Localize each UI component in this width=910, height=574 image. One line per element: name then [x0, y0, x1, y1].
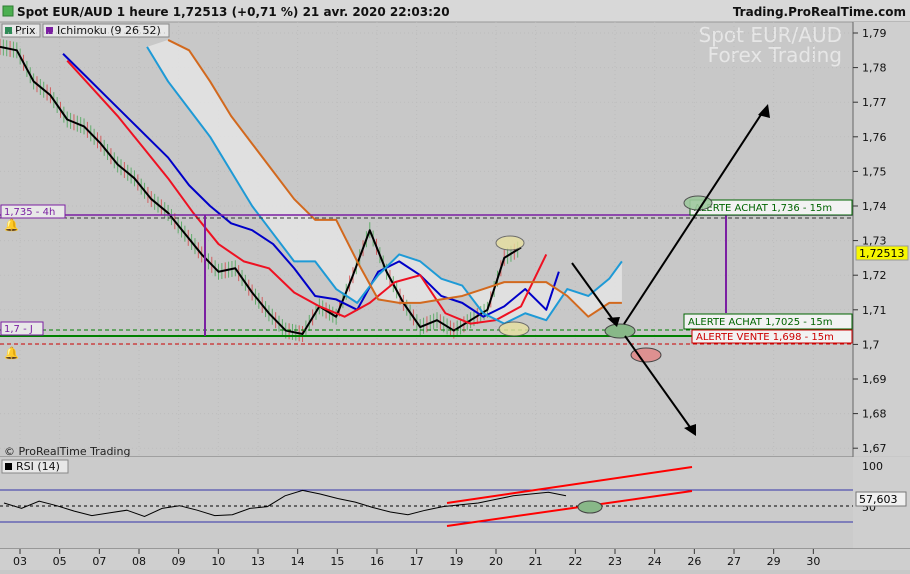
time-tick-label: 21 [529, 555, 543, 568]
watermark-market: Forex Trading [708, 43, 842, 67]
legend-ichimoku-chip[interactable] [42, 23, 170, 38]
time-tick-label: 10 [211, 555, 225, 568]
rsi-legend-chip[interactable] [1, 459, 69, 474]
price-tick-label: 1,78 [862, 62, 887, 75]
price-tick-label: 1,79 [862, 27, 887, 40]
time-tick-label: 23 [608, 555, 622, 568]
alert-buy-1736-label: ALERTE ACHAT 1,736 - 15m [694, 203, 832, 214]
indicator-lines [0, 39, 623, 336]
level-label-1735: 1,735 - 4h [4, 207, 55, 218]
series-prix [0, 45, 522, 336]
watermark-symbol: Spot EUR/AUD [699, 23, 842, 47]
rsi-panel [0, 457, 853, 549]
rsi-value: 57,603 [859, 493, 898, 506]
time-tick-label: 09 [172, 555, 186, 568]
rsi-legend-label: RSI (14) [16, 460, 60, 473]
time-tick-label: 15 [330, 555, 344, 568]
time-axis-labels: 03 05 07 08 09 10 13 14 15 16 17 19 20 21 22 23 24 26 27 29… [13, 549, 820, 568]
drawing-annotations [495, 104, 770, 436]
rsi-trend-upper[interactable] [446, 466, 693, 504]
buy-zone-ellipse[interactable] [683, 195, 713, 211]
arrow-up-target[interactable] [623, 109, 765, 325]
rsi-axis-100: 100 [862, 460, 883, 473]
legend-price-icon [5, 27, 12, 34]
bell-icon[interactable]: 🔔 [4, 218, 19, 232]
price-tick-label: 1,74 [862, 200, 887, 213]
current-price-value: 1,72513 [859, 247, 905, 260]
price-type-icon [2, 5, 14, 17]
bell-icon[interactable]: 🔔 [4, 346, 19, 360]
series-senkou-b [167, 39, 622, 318]
time-tick-label: 30 [806, 555, 820, 568]
series-chikou [146, 46, 623, 325]
price-tick-label: 1,73 [862, 235, 887, 248]
rsi-series [3, 489, 567, 518]
time-tick-label: 05 [53, 555, 67, 568]
time-tick-label: 19 [449, 555, 463, 568]
rsi-zone-ellipse[interactable] [577, 500, 603, 514]
copyright-label: © ProRealTime Trading [4, 445, 130, 458]
title-bar [0, 0, 910, 22]
time-tick-label: 14 [291, 555, 305, 568]
legend-ichimoku-icon [46, 27, 53, 34]
series-kijun [66, 60, 548, 325]
arrow-down-target[interactable] [624, 335, 693, 431]
rsi-value-tag [855, 491, 907, 507]
level-labels: 1,735 - 4h 1,7 - J 🔔 🔔 [0, 204, 66, 360]
arrowhead-icon [684, 424, 696, 436]
price-tick-label: 1,67 [862, 442, 887, 455]
rsi-trend-lower[interactable] [446, 490, 693, 527]
arrow-down-to-support[interactable] [571, 262, 617, 325]
time-tick-label: 27 [727, 555, 741, 568]
current-price-tag [855, 245, 909, 261]
time-axis[interactable] [0, 549, 910, 570]
buy-zone-ellipse-low[interactable] [604, 323, 636, 339]
legend-ichimoku-label: Ichimoku (9 26 52) [57, 24, 161, 37]
price-tick-label: 1,76 [862, 131, 887, 144]
kumo-fill [147, 39, 622, 324]
price-axis[interactable] [853, 22, 910, 456]
price-tick-label: 1,69 [862, 373, 887, 386]
series-tenkan [62, 53, 560, 318]
time-tick-label: 22 [568, 555, 582, 568]
price-tick-label: 1,75 [862, 165, 887, 178]
time-tick-label: 03 [13, 555, 27, 568]
alert-buy-17025-label: ALERTE ACHAT 1,7025 - 15m [688, 317, 833, 328]
highlight-ellipse-bottom[interactable] [498, 321, 530, 337]
ichimoku-cloud [147, 39, 622, 324]
time-tick-label: 24 [648, 555, 662, 568]
time-tick-label: 17 [410, 555, 424, 568]
sell-zone-ellipse[interactable] [630, 347, 662, 363]
alert-labels: ALERTE ACHAT 1,736 - 15m ALERTE ACHAT 1,… [683, 199, 853, 344]
time-tick-label: 08 [132, 555, 146, 568]
time-tick-label: 13 [251, 555, 265, 568]
alert-sell-1698[interactable] [691, 329, 853, 344]
price-tick-label: 1,72 [862, 269, 887, 282]
price-tick-label: 1,7 [862, 338, 880, 351]
highlight-ellipse-top[interactable] [495, 235, 525, 251]
price-axis-labels: 1,79 1,78 1,77 1,76 1,75 1,74 1,73 1,72 1,71 1,7 1… [853, 27, 887, 455]
price-tick-label: 1,68 [862, 408, 887, 421]
time-tick-label: 07 [92, 555, 106, 568]
alert-sell-1698-label: ALERTE VENTE 1,698 - 15m [696, 332, 834, 343]
brand-label: Trading.ProRealTime.com [733, 5, 906, 19]
time-tick-label: 16 [370, 555, 384, 568]
alert-buy-17025[interactable] [683, 313, 853, 330]
time-tick-label: 29 [767, 555, 781, 568]
arrowhead-icon [607, 317, 620, 327]
price-tick-label: 1,71 [862, 304, 887, 317]
legend-price-label: Prix [15, 24, 36, 37]
price-tick-label: 1,77 [862, 96, 887, 109]
level-label-17: 1,7 - J [4, 324, 33, 335]
arrowhead-icon [758, 104, 770, 118]
chart-title: Spot EUR/AUD 1 heure 1,72513 (+0,71 %) 2… [17, 5, 450, 19]
time-tick-label: 20 [489, 555, 503, 568]
rsi-legend-icon [5, 463, 12, 470]
time-tick-label: 26 [687, 555, 701, 568]
